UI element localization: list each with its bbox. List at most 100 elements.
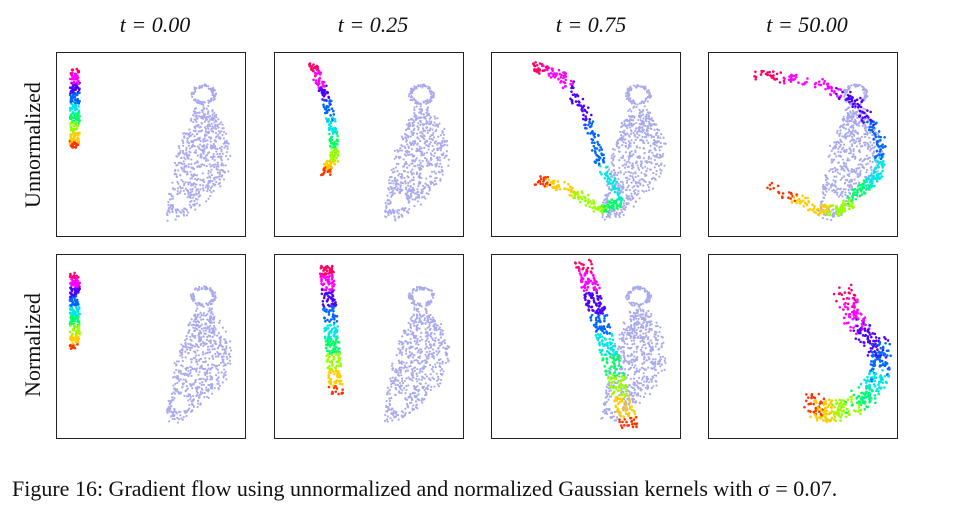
point — [559, 79, 563, 83]
point — [207, 310, 210, 313]
point — [209, 335, 212, 338]
point — [401, 138, 405, 141]
point — [325, 90, 329, 94]
point — [192, 344, 195, 347]
point — [598, 170, 602, 174]
point — [632, 105, 636, 108]
point — [196, 363, 199, 366]
point — [641, 130, 644, 134]
point — [601, 203, 604, 207]
point — [212, 318, 215, 321]
point — [438, 171, 441, 174]
point — [836, 131, 839, 135]
point — [207, 85, 210, 88]
point — [617, 178, 620, 181]
point — [179, 174, 182, 177]
point — [198, 111, 201, 114]
point — [833, 141, 836, 144]
point — [852, 120, 855, 123]
point — [824, 87, 827, 91]
point — [852, 148, 855, 151]
point — [644, 124, 647, 127]
point — [398, 191, 402, 195]
point — [201, 353, 205, 356]
point — [222, 137, 225, 140]
point — [853, 178, 856, 181]
point — [604, 174, 608, 177]
point — [795, 201, 798, 205]
point — [408, 141, 412, 144]
point — [860, 135, 863, 138]
point — [205, 146, 209, 149]
point — [187, 154, 190, 157]
point — [224, 350, 227, 353]
point — [627, 140, 630, 143]
point — [197, 195, 200, 198]
point — [625, 181, 629, 184]
point — [639, 139, 642, 142]
point — [433, 121, 436, 124]
point — [385, 204, 388, 207]
point — [781, 196, 784, 200]
point — [71, 103, 75, 107]
point — [201, 111, 204, 114]
point — [197, 115, 201, 118]
point — [188, 346, 192, 349]
point — [630, 102, 633, 105]
point — [817, 80, 821, 83]
point — [210, 317, 214, 320]
point — [175, 208, 178, 212]
point — [207, 172, 210, 175]
point — [404, 128, 407, 132]
point — [221, 348, 224, 351]
point — [169, 198, 172, 201]
point — [429, 116, 433, 119]
point — [206, 115, 209, 119]
point — [413, 86, 417, 89]
point — [190, 139, 193, 143]
point — [595, 159, 599, 162]
point — [406, 184, 410, 187]
point — [418, 163, 421, 166]
point — [634, 138, 637, 141]
point — [822, 205, 825, 208]
point — [635, 146, 639, 149]
point — [206, 139, 209, 142]
point — [623, 199, 626, 202]
point — [407, 201, 410, 204]
point — [649, 168, 652, 171]
point — [590, 113, 593, 117]
point — [866, 145, 870, 149]
point — [209, 318, 212, 321]
point — [610, 154, 613, 157]
point — [411, 198, 414, 201]
point — [584, 204, 588, 207]
point — [329, 144, 332, 148]
point — [210, 122, 213, 126]
point — [181, 356, 184, 359]
point — [846, 167, 849, 170]
point — [802, 204, 806, 208]
point — [195, 183, 198, 186]
point — [861, 99, 864, 102]
point — [196, 304, 199, 307]
point — [186, 395, 189, 398]
point — [416, 143, 419, 146]
point — [839, 206, 842, 210]
point — [195, 188, 198, 191]
point — [420, 191, 423, 195]
point — [405, 186, 408, 189]
point — [596, 140, 599, 144]
point — [190, 318, 193, 321]
point — [203, 137, 206, 140]
point — [203, 367, 207, 370]
point — [177, 169, 180, 172]
point — [397, 174, 400, 177]
point — [439, 134, 443, 137]
point — [643, 136, 647, 139]
point — [636, 103, 639, 106]
point — [579, 195, 582, 199]
point — [830, 149, 833, 152]
point — [197, 354, 200, 357]
point — [185, 149, 188, 152]
